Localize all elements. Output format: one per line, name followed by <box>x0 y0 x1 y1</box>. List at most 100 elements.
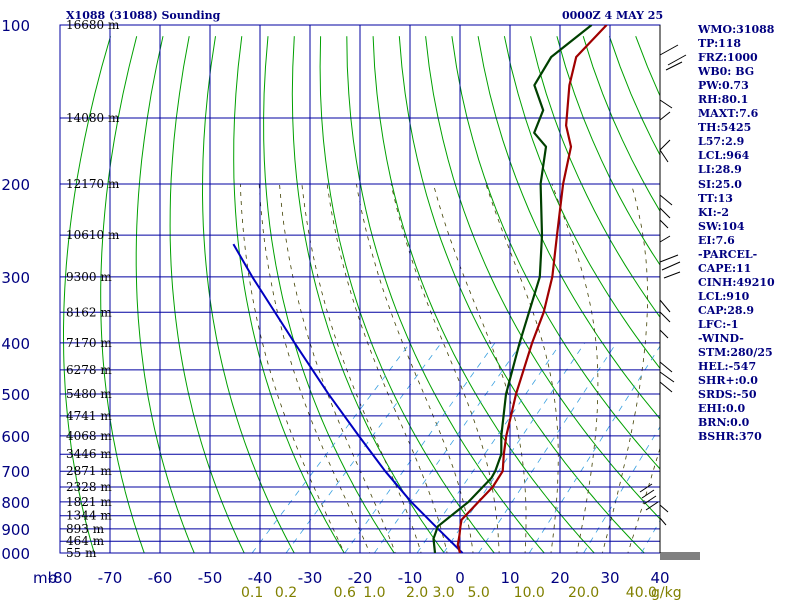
height-label: 14080 m <box>66 111 120 125</box>
sounding-index: SHR+:0.0 <box>698 374 758 388</box>
sounding-index: WB0: BG <box>698 65 755 79</box>
mixing-ratio-line <box>251 342 411 553</box>
dry-adiabat <box>63 36 111 553</box>
pressure-tick-label: 100 <box>1 17 30 35</box>
height-label: 7170 m <box>66 336 112 350</box>
dry-adiabat <box>398 36 646 553</box>
station-title: X1088 (31088) Sounding <box>66 9 221 22</box>
height-label: 12170 m <box>66 177 120 191</box>
mixing-ratio-label: 20.0 <box>568 585 599 600</box>
dry-adiabat <box>100 36 145 553</box>
moist-adiabat <box>301 183 422 553</box>
sounding-index: EHI:0.0 <box>698 402 746 416</box>
sounding-index: KI:-2 <box>698 205 729 219</box>
temperature-tick-label: -60 <box>148 569 173 587</box>
pressure-tick-label: 200 <box>1 176 30 194</box>
moist-adiabat <box>279 183 396 553</box>
height-label: 893 m <box>66 522 105 536</box>
height-label: 2871 m <box>66 464 112 478</box>
mixing-ratio-line <box>583 425 660 553</box>
mixing-ratio-label: 0.2 <box>275 585 297 600</box>
sounding-index: SW:104 <box>698 219 745 233</box>
height-label: 4741 m <box>66 409 112 423</box>
mixing-ratio-label: 1.0 <box>363 585 385 600</box>
height-label: 6278 m <box>66 363 112 377</box>
dry-adiabat <box>233 36 345 553</box>
wind-barb <box>659 139 671 163</box>
sounding-index: RH:80.1 <box>698 93 749 107</box>
parcel-trace <box>232 243 464 553</box>
dry-adiabat <box>291 36 445 553</box>
dry-adiabat <box>263 36 395 553</box>
sounding-index: CAPE:11 <box>698 261 752 275</box>
sounding-index: CINH:49210 <box>698 275 775 289</box>
wind-barb <box>659 235 681 279</box>
temperature-tick-label: -30 <box>298 569 323 587</box>
mixing-ratio-line <box>374 342 523 553</box>
height-label: 8162 m <box>66 305 112 319</box>
pressure-tick-label: 400 <box>1 335 30 353</box>
wind-barb <box>659 194 673 229</box>
sounding-index: MAXT:7.6 <box>698 107 759 121</box>
moist-adiabat <box>601 183 648 553</box>
temperature-tick-label: 40 <box>650 569 669 587</box>
height-label: 10610 m <box>66 228 120 242</box>
temperature-tick-label: -10 <box>398 569 423 587</box>
sounding-index: BRN:0.0 <box>698 416 750 430</box>
mixing-ratio-label: 2.0 <box>406 585 428 600</box>
sounding-index: BSHR:370 <box>698 430 762 444</box>
height-label: 55 m <box>66 546 97 560</box>
sounding-index: FRZ:1000 <box>698 51 758 65</box>
sounding-index: TP:118 <box>698 37 742 51</box>
sounding-index: LCL:910 <box>698 289 750 303</box>
height-label: 1344 m <box>66 509 112 523</box>
sounding-index: SI:25.0 <box>698 177 742 191</box>
height-label: 464 m <box>66 534 105 548</box>
dry-adiabat <box>451 36 660 470</box>
pressure-unit-label: mb <box>33 569 57 587</box>
wind-barb <box>659 44 687 71</box>
mixing-ratio-line <box>285 342 442 553</box>
height-label: 2328 m <box>66 480 112 494</box>
pressure-tick-label: 1000 <box>0 545 30 563</box>
sounding-index: HEL:-547 <box>698 360 757 374</box>
height-label: 9300 m <box>66 270 112 284</box>
height-label: 1821 m <box>66 495 112 509</box>
temperature-tick-label: 0 <box>455 569 465 587</box>
wind-barb <box>659 299 671 339</box>
sounding-index: WMO:31088 <box>698 23 775 36</box>
dry-adiabat <box>503 36 660 370</box>
dry-adiabat <box>201 36 295 553</box>
sounding-index: TT:13 <box>698 191 733 205</box>
dry-adiabat <box>169 36 245 553</box>
sounding-index: -PARCEL- <box>698 247 758 261</box>
dry-adiabat <box>556 36 660 266</box>
moist-adiabat <box>432 183 527 553</box>
height-label: 5480 m <box>66 387 112 401</box>
dry-adiabat <box>372 36 595 553</box>
sounding-index: CAP:28.9 <box>698 303 755 317</box>
height-label: 3446 m <box>66 447 112 461</box>
moist-adiabat <box>356 183 474 553</box>
wind-barb <box>639 483 659 511</box>
sounding-indices-list: WMO:31088 TP:118 FRZ:1000 WB0: BG PW:0.73 RH:… <box>698 23 775 444</box>
dry-adiabat <box>530 36 660 319</box>
mixing-ratio-unit: g/kg <box>651 585 682 600</box>
temperature-tick-label: 30 <box>600 569 619 587</box>
dry-adiabat <box>135 36 195 553</box>
pressure-tick-label: 600 <box>1 428 30 446</box>
dry-adiabat <box>425 36 660 520</box>
sounding-index: -WIND- <box>698 332 744 346</box>
pressure-tick-label: 800 <box>1 494 30 512</box>
mixing-ratio-label: 0.6 <box>334 585 356 600</box>
sounding-index: LI:28.9 <box>698 163 742 177</box>
sounding-index: LCL:964 <box>698 149 750 163</box>
pressure-tick-label: 300 <box>1 269 30 287</box>
wind-barb <box>659 361 675 393</box>
dewpoint-trace <box>432 25 593 553</box>
moist-adiabat <box>240 183 345 553</box>
temperature-trace <box>456 25 608 553</box>
wind-barb <box>659 504 669 526</box>
temperature-tick-label: -20 <box>348 569 373 587</box>
